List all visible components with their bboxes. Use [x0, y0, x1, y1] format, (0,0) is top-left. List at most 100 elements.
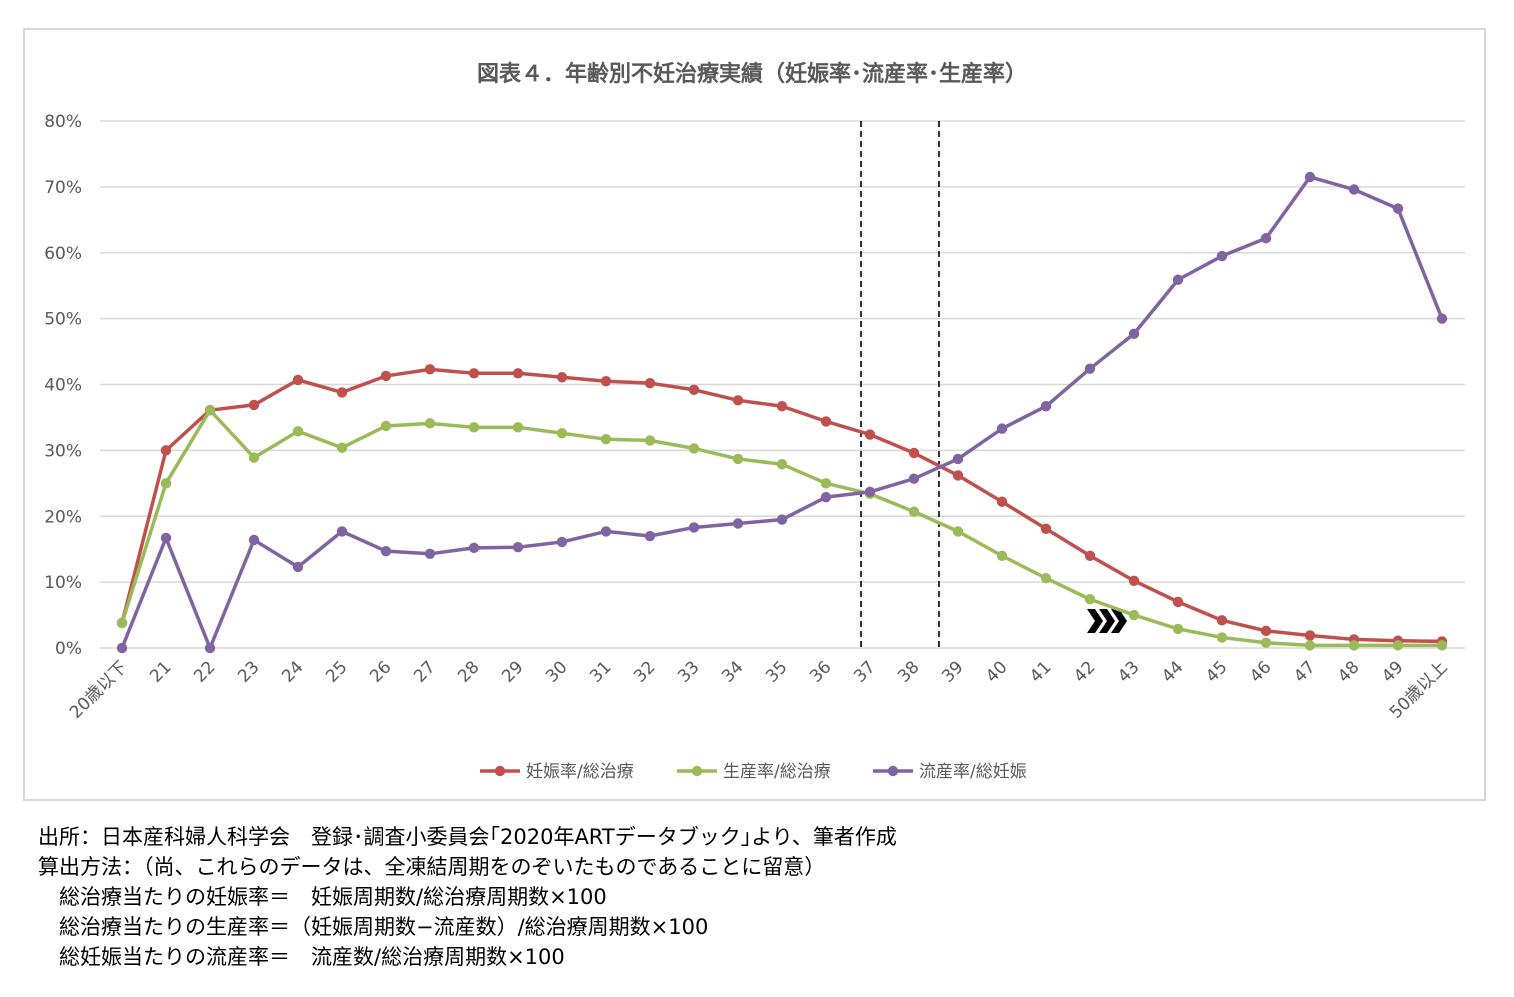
- data-point: [1260, 625, 1272, 637]
- data-point: [1040, 523, 1052, 534]
- data-point: [512, 422, 524, 433]
- y-tick-label: 80%: [44, 112, 82, 132]
- data-point: [336, 526, 348, 537]
- data-point: [204, 404, 216, 416]
- data-point: [204, 642, 216, 654]
- data-point: [160, 532, 172, 544]
- data-point: [468, 542, 480, 554]
- data-point: [1304, 171, 1316, 183]
- data-point: [732, 453, 744, 465]
- data-point: [292, 374, 304, 386]
- x-tick-label: 31: [586, 657, 615, 686]
- data-point: [600, 433, 612, 445]
- data-point: [1304, 630, 1316, 641]
- x-tick-label: 34: [718, 657, 747, 686]
- x-tick-label: 29: [498, 657, 527, 686]
- series-layer: [116, 171, 1448, 654]
- data-point: [952, 470, 964, 481]
- data-point: [380, 370, 392, 382]
- x-tick-label: 41: [1026, 657, 1055, 686]
- note-line-method: 算出方法：（尚、これらのデータは、全凍結周期をのぞいたものであることに留意）: [38, 855, 826, 879]
- y-tick-label: 40%: [44, 376, 82, 396]
- data-point: [248, 534, 260, 546]
- data-point: [908, 506, 920, 517]
- x-tick-label: 20歳以下: [66, 657, 132, 723]
- x-tick-label: 43: [1114, 657, 1143, 686]
- data-point: [1172, 274, 1184, 285]
- chevron-arrow-icon: [1087, 609, 1127, 633]
- data-point: [1348, 184, 1360, 195]
- x-tick-label: 40: [982, 657, 1011, 686]
- data-point: [864, 486, 876, 498]
- x-tick-label: 36: [806, 657, 835, 686]
- data-point: [996, 550, 1008, 561]
- data-point: [468, 422, 480, 433]
- data-point: [424, 548, 436, 559]
- x-tick-label: 35: [762, 657, 791, 686]
- data-point: [160, 445, 172, 456]
- x-tick-label: 39: [938, 657, 967, 686]
- data-point: [1084, 594, 1096, 605]
- data-point: [644, 530, 656, 542]
- y-tick-label: 60%: [44, 244, 82, 264]
- data-point: [336, 442, 348, 453]
- data-point: [1304, 640, 1316, 651]
- data-point: [1128, 328, 1140, 339]
- series-group: [116, 364, 1448, 647]
- data-point: [732, 395, 744, 406]
- data-point: [600, 376, 612, 387]
- x-tick-label: 32: [630, 657, 659, 686]
- data-point: [1436, 640, 1448, 651]
- annotations: [860, 121, 1127, 648]
- x-tick-label: 47: [1290, 657, 1319, 686]
- data-point: [424, 418, 436, 429]
- x-tick-label: 38: [894, 657, 923, 686]
- data-point: [336, 387, 348, 398]
- y-tick-label: 70%: [44, 178, 82, 198]
- data-point: [380, 420, 392, 432]
- data-point: [1084, 363, 1096, 374]
- data-point: [776, 459, 788, 470]
- x-tick-label: 22: [190, 657, 219, 686]
- data-point: [248, 452, 260, 463]
- data-point: [1128, 575, 1140, 587]
- data-point: [1172, 596, 1184, 608]
- data-point: [1172, 623, 1184, 635]
- y-tick-label: 30%: [44, 441, 82, 461]
- note-line-formula-birth: 総治療当たりの生産率＝（妊娠周期数−流産数）/総治療周期数×100: [38, 915, 709, 939]
- data-point: [732, 518, 744, 529]
- x-tick-label: 49: [1378, 657, 1407, 686]
- data-point: [776, 401, 788, 412]
- data-point: [1348, 640, 1360, 651]
- x-tick-label: 45: [1202, 657, 1231, 686]
- data-point: [116, 642, 128, 654]
- y-tick-label: 50%: [44, 310, 82, 330]
- data-point: [820, 416, 832, 427]
- x-tick-label: 21: [146, 657, 175, 686]
- data-point: [116, 617, 128, 629]
- legend: 妊娠率/総治療 生産率/総治療 流産率/総妊娠: [480, 762, 1027, 782]
- data-point: [1084, 550, 1096, 561]
- x-tick-label: 48: [1334, 657, 1363, 686]
- data-point: [600, 526, 612, 537]
- note-line-formula-miscarriage: 総妊娠当たりの流産率＝ 流産数/総治療周期数×100: [38, 945, 565, 969]
- x-axis-ticks: 20歳以下 21 22 23 24 25 26 27 28 29 30 31 32 33 34 35 36 37 3…: [66, 657, 1452, 723]
- legend-swatch-marker: [691, 765, 703, 777]
- data-point: [820, 491, 832, 503]
- data-point: [908, 473, 920, 484]
- data-point: [468, 368, 480, 379]
- data-point: [820, 478, 832, 489]
- data-point: [996, 423, 1008, 434]
- x-tick-label: 30: [542, 657, 571, 686]
- data-point: [556, 428, 568, 439]
- x-tick-label: 42: [1070, 657, 1099, 686]
- x-tick-label: 46: [1246, 657, 1275, 686]
- data-point: [160, 478, 172, 489]
- data-point: [864, 429, 876, 440]
- note-line-source: 出所：日本産科婦人科学会 登録･調査小委員会｢2020年ARTデータブック｣より…: [38, 825, 897, 849]
- x-tick-label: 24: [278, 657, 307, 686]
- data-point: [512, 368, 524, 379]
- data-point: [1392, 203, 1404, 214]
- gridlines: [100, 120, 1465, 649]
